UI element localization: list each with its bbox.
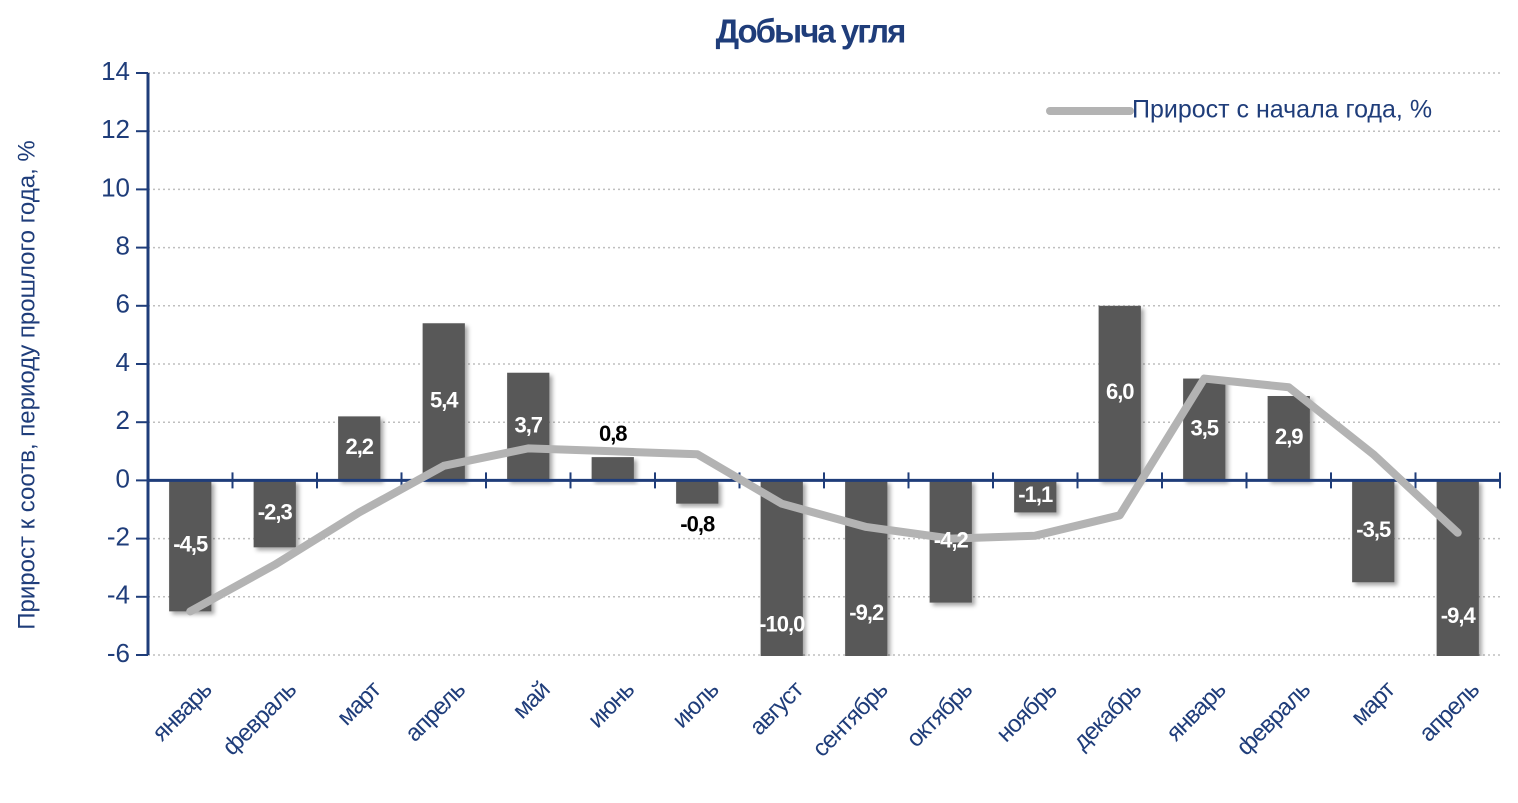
value-label: -0,8 [680,511,715,536]
x-tick-label: март [332,676,387,731]
x-tick-label: октябрь [901,676,978,753]
bar [1267,396,1310,481]
x-tick-label: март [1346,676,1401,731]
x-tick-label: апрель [400,676,471,747]
value-label: 2,2 [345,434,373,459]
value-label: 3,5 [1190,415,1218,440]
value-label: -4,5 [173,532,208,557]
bar [845,480,888,656]
chart-title: Добыча угля [716,13,905,50]
y-tick-label: 6 [116,289,130,319]
y-tick-label: 0 [116,463,130,493]
bar [1014,480,1057,513]
y-axis-label: Прирост к соотв, периоду прошлого года, … [13,140,40,630]
y-tick-label: 8 [116,230,130,260]
x-tick-label: февраль [217,676,302,761]
value-label: -3,5 [1356,517,1391,542]
bar [507,372,550,481]
value-label: 3,7 [514,412,542,437]
y-tick-label: 12 [101,114,130,144]
value-label: -10,0 [759,612,805,637]
x-tick-label: июнь [583,676,640,733]
x-tick-label: июль [667,676,724,733]
value-label: -2,3 [258,500,293,525]
value-label: -4,2 [934,527,969,552]
x-tick-label: январь [1161,676,1231,746]
value-label: -9,4 [1441,603,1477,628]
value-label: 5,4 [430,388,459,413]
x-tick-label: январь [147,676,217,746]
value-label: 6,0 [1106,379,1134,404]
x-tick-label: май [507,677,555,725]
value-label: -1,1 [1018,482,1053,507]
y-tick-label: 4 [116,347,130,377]
y-tick-label: -4 [107,580,130,610]
bar [169,480,212,612]
x-tick-label: сентябрь [807,676,893,762]
x-tick-label: декабрь [1068,676,1147,755]
x-tick-label: август [744,676,809,741]
legend-label: Прирост с начала года, % [1132,96,1432,124]
bar [591,457,634,481]
value-label: -9,2 [849,600,884,625]
bar [253,480,296,548]
bar [422,323,465,481]
x-tick-label: февраль [1231,676,1316,761]
bar [1436,480,1479,656]
x-tick-label: ноябрь [991,676,1062,747]
bar [1098,305,1141,481]
line-series [186,374,1462,616]
value-label: 2,9 [1275,424,1303,449]
value-label: 0,8 [599,421,627,446]
bar [338,416,381,481]
y-tick-label: 2 [116,405,130,435]
x-tick-label: апрель [1414,676,1485,747]
bar [676,480,719,504]
y-tick-label: 14 [101,56,130,86]
y-tick-label: -6 [107,638,130,668]
y-tick-label: 10 [101,172,130,202]
bar [1352,480,1395,583]
y-tick-label: -2 [107,521,130,551]
